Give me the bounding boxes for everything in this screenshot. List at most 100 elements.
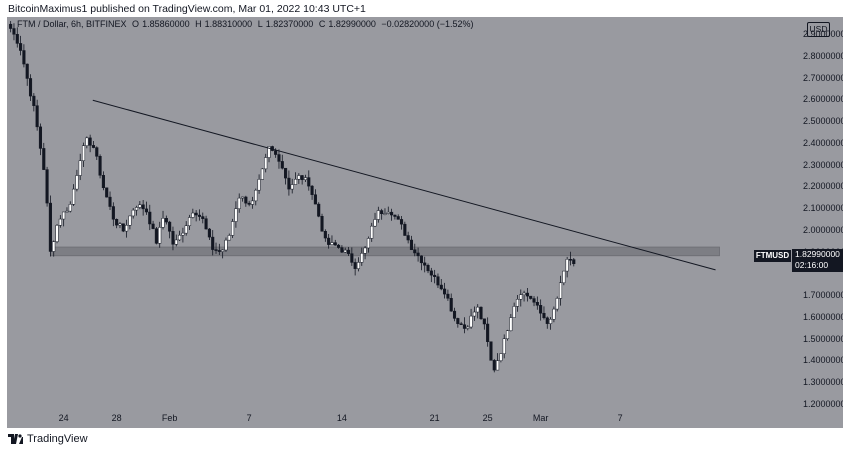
candle[interactable] bbox=[191, 208, 195, 219]
candle[interactable] bbox=[224, 237, 228, 252]
candle[interactable] bbox=[168, 220, 172, 239]
candle[interactable] bbox=[363, 246, 367, 260]
candle[interactable] bbox=[81, 142, 86, 168]
chart-canvas[interactable] bbox=[7, 17, 843, 428]
candle[interactable] bbox=[181, 227, 185, 243]
candle[interactable] bbox=[479, 306, 483, 320]
candle[interactable] bbox=[247, 200, 251, 207]
candle[interactable] bbox=[9, 21, 13, 33]
candle[interactable] bbox=[138, 201, 142, 210]
candle[interactable] bbox=[307, 170, 311, 191]
candle[interactable] bbox=[360, 247, 364, 266]
candle[interactable] bbox=[466, 325, 470, 331]
candle[interactable] bbox=[403, 221, 407, 236]
candle[interactable] bbox=[118, 221, 122, 229]
candle[interactable] bbox=[399, 215, 404, 230]
candle[interactable] bbox=[194, 210, 198, 222]
candle[interactable] bbox=[85, 136, 89, 149]
candle[interactable] bbox=[529, 295, 533, 300]
candle[interactable] bbox=[55, 224, 59, 244]
candle[interactable] bbox=[284, 167, 288, 185]
candle[interactable] bbox=[111, 202, 115, 227]
candle[interactable] bbox=[105, 187, 109, 198]
candle[interactable] bbox=[250, 196, 255, 209]
candle[interactable] bbox=[366, 236, 370, 253]
candle[interactable] bbox=[42, 142, 46, 171]
candle[interactable] bbox=[184, 221, 188, 236]
candle[interactable] bbox=[214, 242, 218, 254]
candle[interactable] bbox=[280, 154, 284, 170]
candle[interactable] bbox=[472, 306, 476, 321]
candle[interactable] bbox=[552, 306, 556, 323]
candle[interactable] bbox=[376, 206, 380, 223]
candle[interactable] bbox=[416, 247, 420, 262]
candle[interactable] bbox=[211, 230, 215, 256]
candle[interactable] bbox=[164, 215, 168, 225]
candle[interactable] bbox=[78, 153, 82, 181]
candle[interactable] bbox=[515, 294, 520, 312]
candle[interactable] bbox=[469, 308, 473, 329]
candle[interactable] bbox=[482, 318, 486, 330]
candle[interactable] bbox=[535, 296, 539, 310]
candle[interactable] bbox=[449, 293, 453, 312]
candle[interactable] bbox=[287, 170, 291, 196]
candle[interactable] bbox=[502, 334, 506, 359]
candle[interactable] bbox=[443, 282, 447, 299]
candle[interactable] bbox=[459, 321, 463, 325]
candle[interactable] bbox=[300, 175, 304, 185]
candle[interactable] bbox=[310, 185, 314, 200]
candle[interactable] bbox=[95, 146, 99, 161]
candle[interactable] bbox=[264, 153, 268, 173]
candle[interactable] bbox=[370, 222, 374, 242]
candle[interactable] bbox=[62, 211, 66, 227]
candle[interactable] bbox=[333, 239, 337, 246]
candle[interactable] bbox=[98, 154, 102, 179]
candle[interactable] bbox=[545, 316, 549, 329]
candle[interactable] bbox=[187, 214, 192, 230]
candle[interactable] bbox=[572, 258, 576, 267]
candle[interactable] bbox=[320, 213, 324, 232]
candle[interactable] bbox=[340, 245, 344, 254]
candle[interactable] bbox=[293, 172, 298, 185]
candle[interactable] bbox=[512, 302, 516, 318]
candle[interactable] bbox=[353, 258, 357, 276]
candle[interactable] bbox=[486, 317, 490, 347]
candle[interactable] bbox=[489, 341, 493, 361]
candle[interactable] bbox=[221, 249, 225, 259]
candle[interactable] bbox=[231, 218, 235, 239]
candle[interactable] bbox=[267, 146, 271, 163]
candle[interactable] bbox=[148, 204, 152, 231]
candle[interactable] bbox=[72, 184, 76, 207]
candle[interactable] bbox=[380, 208, 384, 220]
chart-frame[interactable]: FTM / Dollar, 6h, BITFINEX O 1.85860000 H… bbox=[7, 17, 843, 428]
candle[interactable] bbox=[154, 227, 158, 245]
candle[interactable] bbox=[125, 219, 129, 238]
candle[interactable] bbox=[330, 235, 334, 246]
candle[interactable] bbox=[509, 314, 513, 332]
candle[interactable] bbox=[227, 233, 231, 241]
candle[interactable] bbox=[158, 221, 162, 248]
candle[interactable] bbox=[217, 243, 221, 255]
candle[interactable] bbox=[197, 209, 202, 221]
candle[interactable] bbox=[539, 299, 543, 321]
candle[interactable] bbox=[439, 279, 443, 291]
candle[interactable] bbox=[12, 23, 16, 41]
candle[interactable] bbox=[492, 358, 496, 373]
candle[interactable] bbox=[115, 218, 119, 229]
candle[interactable] bbox=[303, 174, 308, 183]
candle[interactable] bbox=[134, 205, 139, 216]
candle[interactable] bbox=[568, 251, 573, 266]
candle[interactable] bbox=[75, 169, 79, 192]
candle[interactable] bbox=[462, 317, 467, 334]
candle[interactable] bbox=[128, 215, 132, 230]
candle[interactable] bbox=[522, 290, 526, 302]
candle[interactable] bbox=[22, 44, 26, 68]
candle[interactable] bbox=[406, 231, 410, 244]
candle[interactable] bbox=[350, 247, 354, 266]
candle[interactable] bbox=[108, 191, 112, 210]
candle[interactable] bbox=[19, 35, 23, 56]
candle[interactable] bbox=[456, 317, 460, 328]
resistance-zone[interactable] bbox=[50, 246, 720, 257]
candle[interactable] bbox=[257, 174, 261, 194]
candle[interactable] bbox=[144, 201, 149, 215]
